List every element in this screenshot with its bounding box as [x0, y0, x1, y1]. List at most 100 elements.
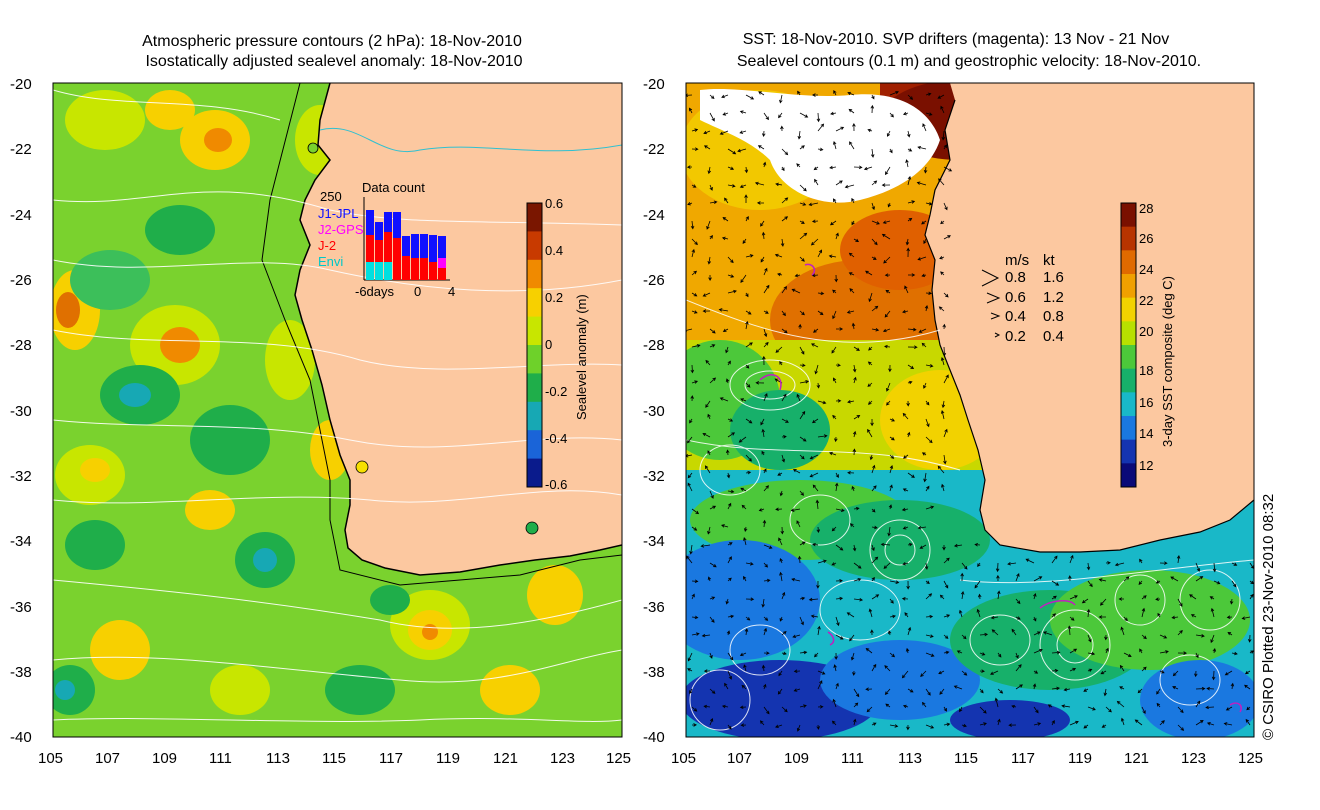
- velocity-arrow: [831, 720, 837, 726]
- velocity-arrow: [1141, 634, 1147, 640]
- velocity-arrow: [905, 238, 910, 246]
- speed-row-kt: 0.8: [1043, 308, 1064, 325]
- speed-header-ms: m/s: [1005, 252, 1029, 269]
- velocity-arrow: [1114, 562, 1125, 567]
- cb-right-swatch: [1121, 203, 1136, 228]
- velocity-arrow: [832, 289, 837, 294]
- velocity-arrow: [778, 112, 783, 119]
- velocity-arrow: [902, 561, 909, 566]
- velocity-arrow: [780, 526, 785, 535]
- velocity-arrow: [921, 220, 927, 225]
- velocity-arrow: [1156, 688, 1161, 695]
- velocity-arrow: [1087, 706, 1096, 711]
- velocity-arrow: [704, 465, 711, 474]
- velocity-arrow: [763, 578, 771, 583]
- velocity-arrow: [1116, 700, 1125, 708]
- velocity-arrow: [870, 148, 875, 158]
- velocity-arrow: [996, 574, 1000, 582]
- credit-text: © CSIRO Plotted 23-Nov-2010 08:32: [1260, 494, 1277, 740]
- velocity-arrow: [742, 238, 747, 244]
- velocity-arrow: [709, 328, 716, 334]
- velocity-arrow: [797, 130, 802, 140]
- velocity-arrow: [974, 580, 981, 589]
- velocity-arrow: [763, 393, 768, 402]
- velocity-arrow: [871, 485, 877, 492]
- velocity-arrow: [883, 256, 891, 264]
- velocity-arrow: [961, 723, 967, 728]
- velocity-arrow: [690, 220, 695, 230]
- velocity-arrow: [829, 165, 837, 170]
- velocity-arrow: [889, 454, 895, 459]
- left-title-line2: Isostatically adjusted sealevel anomaly:…: [145, 53, 522, 70]
- velocity-arrow: [943, 722, 951, 727]
- velocity-arrow: [1139, 558, 1143, 564]
- velocity-arrow: [691, 380, 699, 384]
- velocity-arrow: [745, 215, 749, 222]
- velocity-arrow: [832, 310, 837, 320]
- velocity-arrow: [925, 614, 934, 619]
- velocity-arrow: [1223, 722, 1233, 726]
- velocity-arrow: [904, 612, 909, 618]
- velocity-arrow: [778, 537, 783, 546]
- cb-right-swatch: [1121, 274, 1136, 299]
- velocity-arrow: [834, 436, 838, 443]
- velocity-arrow: [687, 472, 693, 479]
- velocity-arrow: [691, 292, 698, 297]
- velocity-arrow: [871, 722, 877, 726]
- velocity-arrow: [811, 273, 819, 278]
- velocity-arrow: [1177, 598, 1183, 607]
- velocity-arrow: [763, 468, 767, 474]
- velocity-arrow: [886, 400, 891, 406]
- velocity-arrow: [907, 542, 913, 547]
- velocity-arrow: [882, 220, 891, 224]
- lat-tick: -38: [10, 664, 32, 681]
- velocity-arrow: [709, 490, 714, 499]
- velocity-arrow: [721, 94, 729, 99]
- velocity-arrow: [889, 598, 894, 604]
- velocity-arrow: [921, 273, 927, 278]
- cb-right-swatch: [1121, 345, 1136, 370]
- velocity-arrow: [690, 364, 695, 374]
- velocity-arrow: [902, 309, 909, 314]
- velocity-arrow: [799, 650, 808, 655]
- right-map: [686, 83, 1254, 737]
- velocity-arrow: [889, 436, 895, 441]
- velocity-arrow: [831, 562, 837, 566]
- cb-right-swatch: [1121, 226, 1136, 251]
- velocity-arrow: [741, 504, 747, 510]
- inset-bars: [366, 210, 446, 280]
- lon-tick: 119: [436, 750, 460, 767]
- velocity-arrow: [940, 410, 945, 420]
- velocity-arrow: [961, 562, 968, 570]
- velocity-arrow: [808, 597, 819, 602]
- velocity-arrow: [709, 718, 714, 726]
- velocity-arrow: [1033, 648, 1043, 654]
- velocity-arrow: [744, 166, 749, 174]
- velocity-arrow: [1011, 628, 1017, 636]
- velocity-arrow: [835, 634, 844, 640]
- speed-arrow: [986, 292, 1001, 304]
- velocity-arrow: [888, 504, 893, 510]
- lat-tick: -24: [643, 207, 665, 224]
- velocity-arrow: [887, 202, 891, 208]
- velocity-arrow: [834, 274, 838, 283]
- velocity-arrow: [869, 454, 874, 461]
- velocity-arrow: [852, 364, 857, 373]
- lon-tick: 105: [38, 750, 63, 767]
- velocity-arrow: [1177, 706, 1184, 714]
- lon-tick: 125: [1238, 750, 1263, 767]
- velocity-arrow: [1244, 670, 1251, 675]
- velocity-arrow: [1033, 616, 1037, 622]
- velocity-arrow: [709, 377, 717, 384]
- lon-tick: 121: [1124, 750, 1149, 767]
- velocity-arrow: [868, 608, 873, 618]
- velocity-arrow: [889, 724, 899, 728]
- velocity-arrow: [1101, 724, 1107, 728]
- velocity-arrow: [722, 217, 729, 222]
- velocity-arrow: [745, 616, 751, 621]
- velocity-arrow: [709, 652, 713, 659]
- velocity-arrow: [799, 410, 806, 420]
- velocity-arrow: [709, 616, 715, 623]
- lat-tick: -22: [643, 141, 665, 158]
- velocity-arrow: [902, 412, 909, 420]
